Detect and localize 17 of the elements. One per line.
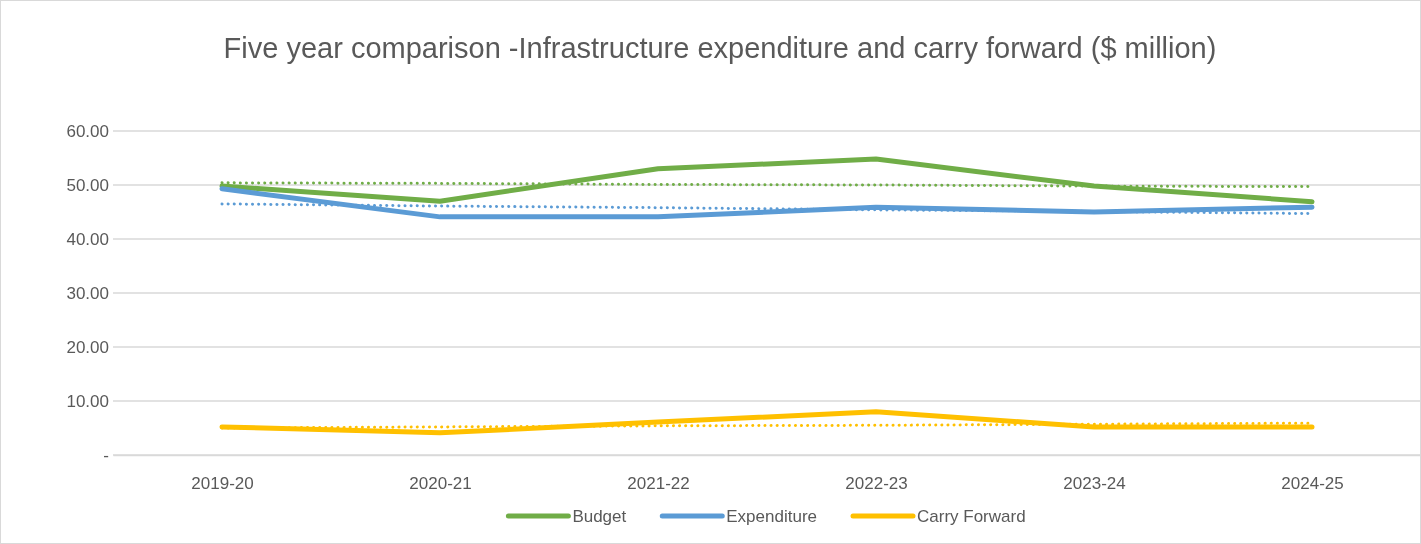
legend-label: Expenditure <box>726 507 817 526</box>
y-tick-label: 60.00 <box>66 121 109 141</box>
legend-label: Budget <box>572 507 627 526</box>
legend-label: Carry Forward <box>917 507 1026 526</box>
chart-title: Five year comparison -Infrastructure expenditure and carry forward ($ million) <box>223 32 1217 64</box>
y-tick-label: 50.00 <box>66 175 109 195</box>
y-tick-label: 10.00 <box>66 391 109 411</box>
x-tick-label: 2022-23 <box>845 474 908 494</box>
x-tick-label: 2020-21 <box>409 474 472 494</box>
x-tick-label: 2023-24 <box>1063 474 1126 494</box>
y-tick-label: 40.00 <box>66 229 109 249</box>
x-tick-label: 2019-20 <box>191 474 254 494</box>
x-tick-label: 2024-25 <box>1281 474 1344 494</box>
y-tick-label: 20.00 <box>66 337 109 357</box>
y-tick-label: 30.00 <box>66 283 109 303</box>
x-tick-label: 2021-22 <box>627 474 690 494</box>
y-tick-label: - <box>103 445 109 465</box>
